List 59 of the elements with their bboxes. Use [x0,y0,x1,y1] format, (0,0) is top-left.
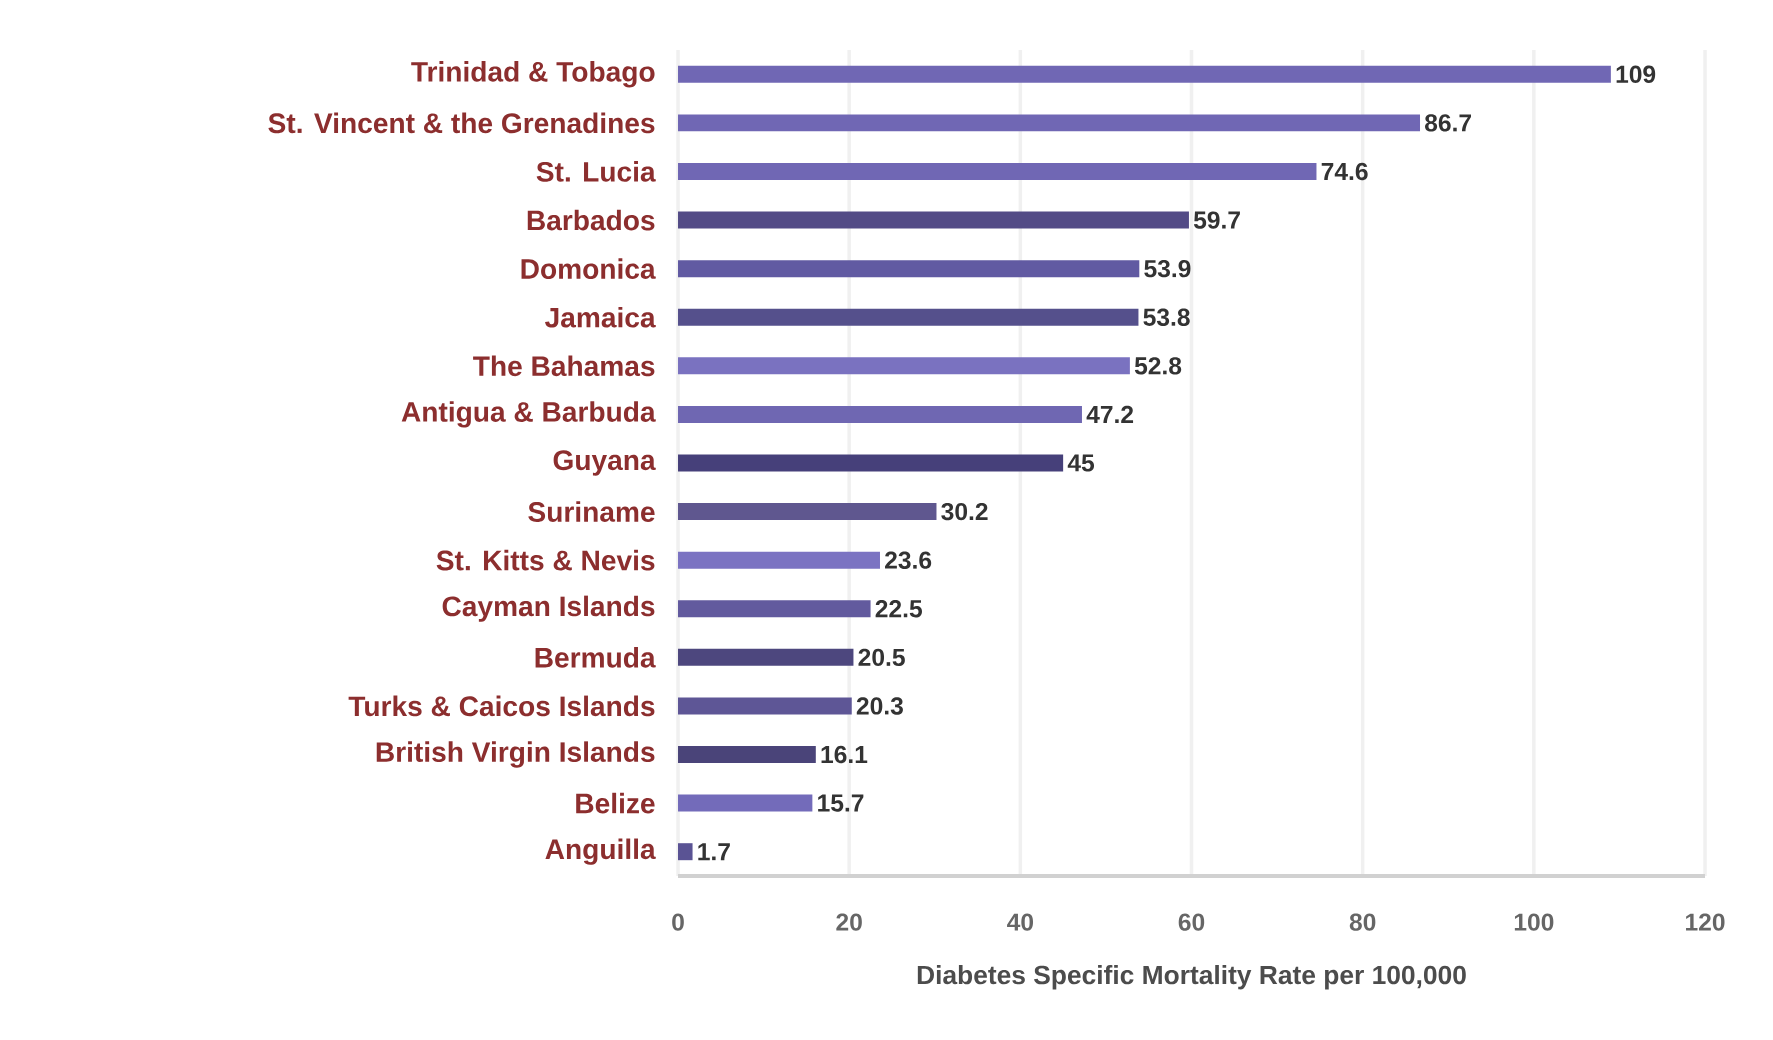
bar [678,551,880,569]
data-label: 59.7 [1193,211,1240,229]
y-tick-label: St. Vincent & the Grenadines [268,112,655,134]
bar [678,454,1064,472]
y-tick-label: Antigua & Barbuda [401,401,656,428]
x-axis-title: Diabetes Specific Mortality Rate per 100,000 [917,964,1466,990]
y-tick-label: The Bahamas [473,355,655,377]
data-label: 20.3 [856,697,903,715]
x-tick-label: 40 [1007,913,1034,931]
y-tick-label: Guyana [553,450,656,476]
bar [678,162,1317,180]
y-tick-label: Trinidad & Tobago [411,61,655,88]
y-tick-label: Suriname [528,501,655,522]
data-label: 15.7 [818,794,864,812]
bar [678,405,1082,423]
bar [678,260,1140,278]
bar [678,746,816,764]
y-tick-label: Bermuda [535,647,656,668]
bar [678,794,813,812]
y-tick-label: Belize [576,792,655,814]
bar [678,308,1139,326]
data-label: 23.6 [885,551,932,569]
data-label: 53.8 [1143,308,1190,326]
bar [678,648,854,666]
data-label: 86.7 [1425,114,1471,132]
y-tick-label: Cayman Islands [442,595,655,622]
x-tick-label: 120 [1686,913,1725,931]
data-label: 53.9 [1144,259,1191,278]
x-tick-label: 0 [672,913,684,931]
bar [678,211,1189,229]
x-tick-label: 100 [1514,913,1554,931]
y-tick-label: Anguilla [545,838,656,865]
data-label: 22.5 [875,600,922,618]
data-label: 109 [1616,65,1656,83]
bar [678,65,1611,83]
x-tick-label: 60 [1178,913,1205,931]
bar [678,357,1130,375]
y-tick-label: St. Lucia [536,161,656,182]
y-tick-label: British Virgin Islands [376,741,655,768]
data-label: 74.6 [1321,162,1368,181]
data-label: 16.1 [821,745,868,764]
data-label: 1.7 [698,843,730,861]
y-tick-label: Turks & Caicos Islands [348,695,655,717]
data-label: 45 [1067,454,1095,472]
bar [678,114,1421,132]
y-tick-label: Domonica [521,258,656,279]
data-label: 52.8 [1134,357,1182,375]
data-label: 30.2 [941,502,988,521]
bar [678,697,852,715]
y-tick-label: St. Kitts & Nevis [436,549,655,571]
data-label: 20.5 [858,648,905,667]
x-tick-label: 20 [836,913,862,931]
bar [678,843,693,861]
y-tick-label: Barbados [527,209,655,231]
y-tick-label: Jamaica [545,306,656,328]
bar [678,503,937,521]
x-tick-label: 80 [1349,913,1376,931]
bar [678,600,871,618]
data-label: 47.2 [1086,405,1134,423]
